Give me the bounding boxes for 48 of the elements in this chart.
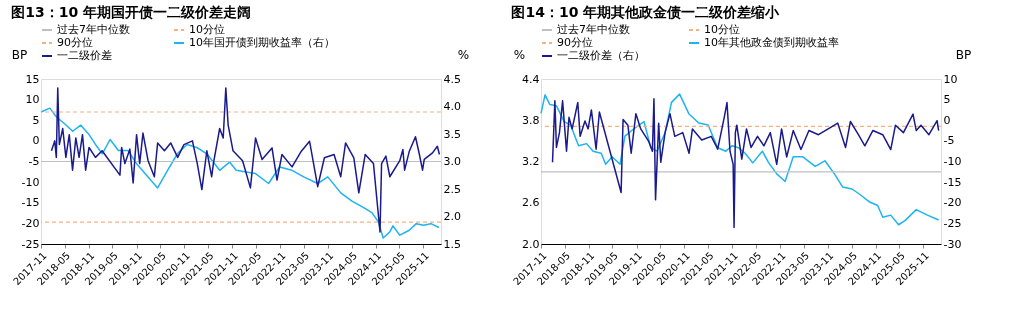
y-tick-label: 2.6 [522, 196, 540, 210]
legend-label: 一二级价差 [57, 49, 112, 62]
y2-tick-label: 3.0 [443, 155, 461, 168]
y2-tick-label: 5 [943, 93, 951, 107]
y2-tick-label: -20 [943, 196, 962, 210]
legend-label: 一二级价差（右） [557, 49, 645, 62]
y-axis-title: BP [11, 47, 28, 62]
y2-tick-label: 10 [943, 72, 958, 86]
y-tick-label: 15 [25, 72, 40, 86]
y-tick-label: 10 [25, 93, 40, 107]
y2-tick-label: -15 [943, 175, 962, 189]
y2-tick-label: -25 [943, 216, 962, 230]
y2-axis-title: BP [955, 47, 972, 62]
text: 10分位 [704, 23, 740, 36]
legend-label: 过去7年中位数 [557, 23, 630, 36]
y-tick-label: -15 [21, 196, 40, 210]
y2-tick-label: 4.5 [443, 72, 461, 86]
y2-tick-label: 0 [943, 113, 951, 127]
y2-tick-label: 2.0 [443, 210, 461, 223]
y2-tick-label: 4.0 [443, 100, 461, 113]
y-tick-label: 2.0 [522, 237, 540, 251]
legend-label: 90分位 [57, 36, 93, 49]
legend-label: 10年其他政金债到期收益率 [704, 36, 839, 49]
y2-axis-title: % [457, 47, 470, 62]
chart-title: 图14：10 年期其他政金债一二级价差缩小 [511, 4, 781, 20]
legend-label: 10年国开债到期收益率（右） [189, 36, 335, 49]
y-tick-label: 4.4 [522, 72, 540, 86]
line-series [50, 87, 441, 233]
legend-label: 过去7年中位数 [57, 23, 130, 36]
y-tick-label: 0 [32, 134, 40, 148]
y2-tick-label: 3.5 [443, 127, 461, 141]
y-tick-label: -25 [21, 237, 40, 251]
y-tick-label: -20 [21, 216, 40, 230]
chart-title: 图13：10 年期国开债一二级价差走阔 [11, 4, 252, 20]
y-tick-label: 3.8 [522, 113, 540, 127]
y-tick-label: 5 [32, 113, 40, 127]
y2-tick-label: -10 [943, 155, 962, 168]
y-tick-label: -5 [28, 155, 40, 168]
y-axis-title: % [513, 47, 526, 62]
legend-label: 10分位 [189, 23, 225, 36]
y2-tick-label: 1.5 [443, 237, 461, 251]
y2-tick-label: -30 [943, 237, 962, 251]
y2-tick-label: -5 [943, 134, 955, 148]
y-tick-label: -10 [21, 175, 40, 189]
y2-tick-label: 2.5 [443, 182, 461, 196]
line-series [40, 107, 440, 239]
y-tick-label: 3.2 [522, 155, 540, 168]
legend-label: 90分位 [557, 36, 593, 49]
